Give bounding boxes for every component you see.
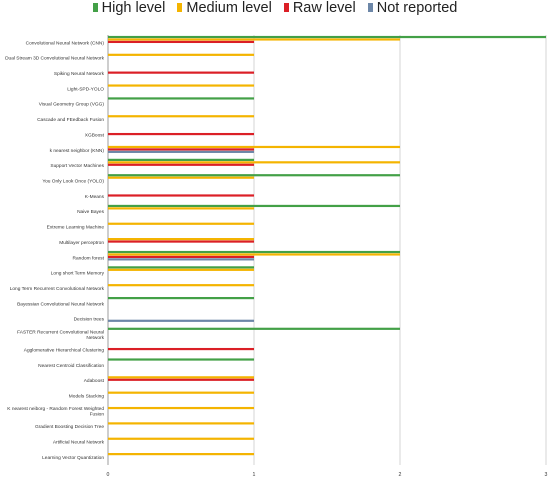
category-label-dual-stream-3d-convolutional-neural-network: Dual Stream 3D Convolutional Neural Netw…: [5, 56, 105, 62]
legend-label-raw: Raw level: [292, 0, 356, 16]
legend-swatch-not-reported: [367, 3, 373, 12]
bar-medium-level-dual-stream-3d-convolutional-neural-network: [108, 53, 254, 56]
bar-high-level-convolutional-neural-network-cnn: [108, 35, 546, 39]
bar-medium-level-naive-bayes: [108, 207, 254, 210]
bar-raw-level-convolutional-neural-network-cnn: [108, 40, 254, 44]
bar-raw-level-support-vector-machines: [108, 163, 254, 166]
bar-raw-level-k-nearest-neighbor-knn: [108, 148, 254, 151]
bar-medium-level-learning-vector-quantization: [108, 453, 254, 456]
category-label-you-only-look-once-yolo: You Only Look Once (YOLO): [42, 178, 104, 184]
category-label-cascade-and-feedback-fusion: Cascade and FEedback Fusion: [37, 117, 104, 123]
bar-medium-level-cascade-and-feedback-fusion: [108, 115, 254, 118]
category-label-decision-trees: Decision trees: [74, 317, 105, 323]
bar-not-reported-random-forest: [108, 258, 254, 261]
bar-high-level-nearest-centroid-classification: [108, 358, 254, 361]
category-label-k-nearest-neighbor-knn: k nearest neighbor (KNN): [50, 148, 105, 154]
category-label-adaboost: Adaboost: [84, 378, 105, 384]
bar-raw-level-xgboost: [108, 132, 254, 136]
bar-raw-level-k-means: [108, 194, 254, 197]
bar-high-level-random-forest: [108, 250, 400, 254]
bar-medium-level-you-only-look-once-yolo: [108, 176, 254, 179]
category-label-support-vector-machines: Support Vector Machines: [50, 163, 104, 169]
bar-not-reported-k-nearest-neighbor-knn: [108, 150, 254, 153]
bar-not-reported-decision-trees: [108, 319, 254, 322]
bar-medium-level-extreme-learning-machine: [108, 222, 254, 225]
category-label-light-spd-yolo: Light-SPD-YOLO: [67, 86, 104, 92]
category-label-convolutional-neural-network-cnn: Convolutional Neural Network (CNN): [26, 40, 105, 46]
legend-label-medium: Medium level: [186, 0, 272, 16]
bar-raw-level-agglomerative-hierarchical-clustering: [108, 347, 254, 351]
legend-swatch-high: [92, 3, 98, 12]
legend: High level Medium level Raw level Not re…: [0, 0, 550, 18]
category-label-extreme-learning-machine: Extreme Learning Machine: [47, 225, 105, 231]
legend-item-raw: Raw level: [283, 0, 356, 16]
bar-medium-level-k-nearest-neighbor-knn: [108, 145, 400, 149]
category-label-gradient-boosting-decision-tree: Gradient Boosting Decision Tree: [35, 424, 104, 430]
bar-raw-level-random-forest: [108, 255, 254, 259]
x-tick-label: 3: [545, 472, 548, 478]
bar-medium-level-light-spd-yolo: [108, 84, 254, 87]
bar-high-level-bayessian-convolutional-neural-network: [108, 296, 254, 300]
legend-item-medium: Medium level: [177, 0, 272, 16]
bar-medium-level-long-term-recurrent-convolutional-network: [108, 284, 254, 287]
x-tick-label: 1: [253, 472, 256, 478]
bar-raw-level-adaboost: [108, 378, 254, 381]
bar-medium-level-support-vector-machines: [108, 161, 400, 164]
bar-medium-level-artificial-neural-network: [108, 437, 254, 440]
category-label-artificial-neural-network: Artificial Neural Network: [53, 440, 105, 446]
bar-raw-level-multilayer-perceptron: [108, 240, 254, 243]
bar-medium-level-adaboost: [108, 376, 254, 379]
category-label-xgboost: XGBoost: [85, 132, 105, 138]
bar-medium-level-convolutional-neural-network-cnn: [108, 38, 400, 41]
x-tick-label: 0: [107, 472, 110, 478]
bar-medium-level-models-stacking: [108, 391, 254, 394]
category-label-faster-recurrent-convolutional-neural-network: FASTER Recurrent Convolutional Neural Net…: [17, 329, 105, 340]
category-label-naive-bayes: Naive Bayes: [77, 209, 105, 215]
x-tick-label: 2: [399, 472, 402, 478]
bar-high-level-you-only-look-once-yolo: [108, 174, 400, 177]
category-label-models-stacking: Models Stacking: [69, 393, 105, 399]
category-label-long-term-recurrent-convolutional-network: Long Term Recurrent Convolutional Networ…: [10, 286, 105, 292]
bar-high-level-visual-geometry-group-vgg: [108, 97, 254, 100]
bar-medium-level-multilayer-perceptron: [108, 238, 254, 241]
legend-item-high: High level: [92, 0, 166, 16]
bar-high-level-long-short-term-memory: [108, 266, 254, 269]
category-label-bayessian-convolutional-neural-network: Bayessian Convolutional Neural Network: [17, 301, 105, 307]
bar-high-level-faster-recurrent-convolutional-neural-network: [108, 327, 400, 330]
category-label-learning-vector-quantization: Learning Vector Quantization: [42, 455, 104, 461]
bar-medium-level-k-nearest-neiborg-random-forest-weighted-fusion: [108, 406, 254, 410]
category-label-k-nearest-neiborg-random-forest-weighted-fusion: K nearest neiborg - Random Forest Weight…: [7, 406, 104, 417]
bar-medium-level-gradient-boosting-decision-tree: [108, 422, 254, 425]
category-label-long-short-term-memory: Long short Term Memory: [51, 271, 105, 277]
category-label-agglomerative-hierarchical-clustering: Agglomerative Hierarchical Clustering: [24, 347, 105, 353]
category-label-visual-geometry-group-vgg: Visual Geometry Group (VGG): [39, 102, 105, 108]
legend-swatch-medium: [177, 3, 183, 12]
legend-swatch-raw: [283, 3, 289, 12]
bar-raw-level-spiking-neural-network: [108, 71, 254, 74]
category-label-spiking-neural-network: Spiking Neural Network: [54, 71, 105, 77]
category-label-multilayer-perceptron: Multilayer perceptron: [59, 240, 104, 246]
legend-label-not-reported: Not reported: [376, 0, 458, 16]
legend-label-high: High level: [101, 0, 166, 16]
bar-medium-level-random-forest: [108, 253, 400, 256]
bar-medium-level-long-short-term-memory: [108, 268, 254, 271]
legend-item-not-reported: Not reported: [367, 0, 458, 16]
category-label-random-forest: Random forest: [73, 255, 105, 261]
category-label-nearest-centroid-classification: Nearest Centroid Classification: [38, 363, 104, 369]
bar-high-level-support-vector-machines: [108, 158, 254, 161]
bar-high-level-naive-bayes: [108, 204, 400, 208]
category-label-k-means: K-Means: [85, 194, 105, 200]
